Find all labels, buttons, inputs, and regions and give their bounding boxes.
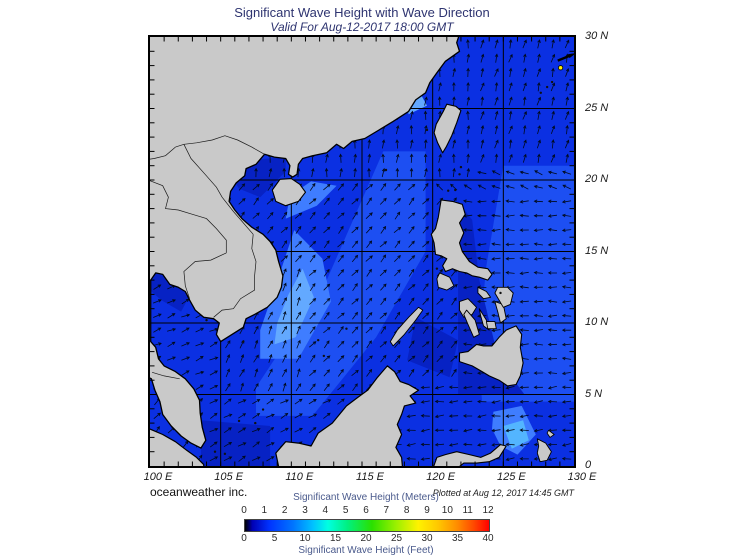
meters-tick-label: 8 bbox=[403, 505, 410, 516]
landmass-samar bbox=[494, 286, 514, 308]
x-tick-label: 105 E bbox=[214, 471, 244, 483]
landmass-palawan bbox=[389, 306, 424, 347]
y-tick-label: 20 N bbox=[585, 173, 609, 185]
y-tick-label: 25 N bbox=[585, 101, 609, 114]
meters-tick-label: 4 bbox=[322, 505, 329, 516]
feet-tick-label: 40 bbox=[482, 533, 494, 544]
landmass-panay bbox=[459, 298, 477, 318]
map-frame bbox=[148, 35, 576, 468]
landmass-mindanao bbox=[458, 325, 524, 387]
landmass-luzon bbox=[430, 199, 493, 281]
meters-tick-label: 6 bbox=[363, 505, 369, 516]
meters-tick-label: 9 bbox=[424, 505, 430, 516]
x-tick-label: 115 E bbox=[356, 471, 384, 483]
landmass-borneo bbox=[275, 365, 420, 466]
landmass-negros bbox=[463, 309, 480, 338]
feet-tick-label: 0 bbox=[241, 533, 247, 544]
plotted-at-timestamp: Plotted at Aug 12, 2017 14:45 GMT bbox=[432, 488, 574, 498]
map-canvas bbox=[150, 37, 574, 466]
landmass-morotai bbox=[546, 429, 555, 438]
landmass-bohol bbox=[485, 321, 497, 330]
meters-tick-label: 12 bbox=[482, 505, 494, 516]
page-title: Significant Wave Height with Wave Direct… bbox=[234, 5, 490, 20]
legend-title-meters: Significant Wave Height (Meters) bbox=[293, 492, 439, 503]
y-tick-label: 15 N bbox=[585, 244, 609, 257]
meters-tick-label: 7 bbox=[383, 505, 390, 516]
credit-oceanweather: oceanweather inc. bbox=[150, 485, 248, 499]
feet-tick-label: 25 bbox=[390, 533, 403, 544]
meters-tick-label: 3 bbox=[302, 505, 308, 516]
meters-tick-label: 11 bbox=[462, 505, 473, 516]
feet-tick-label: 5 bbox=[271, 533, 278, 544]
landmass-sumatra bbox=[150, 428, 205, 466]
x-tick-label: 120 E bbox=[426, 471, 456, 483]
meters-tick-label: 2 bbox=[281, 505, 288, 516]
x-tick-label: 130 E bbox=[567, 471, 597, 483]
feet-tick-label: 35 bbox=[451, 533, 464, 544]
legend-title-feet: Significant Wave Height (Feet) bbox=[298, 545, 434, 556]
y-tick-label: 30 N bbox=[585, 30, 609, 42]
y-tick-label: 0 bbox=[585, 459, 592, 471]
meters-tick-label: 1 bbox=[261, 505, 268, 516]
feet-tick-label: 15 bbox=[329, 533, 342, 544]
x-tick-label: 110 E bbox=[285, 471, 314, 483]
colorbar bbox=[244, 519, 490, 532]
meters-tick-label: 10 bbox=[441, 505, 453, 516]
landmass-masbate bbox=[477, 286, 492, 300]
storm-position-dot bbox=[557, 65, 564, 71]
x-tick-label: 100 E bbox=[143, 471, 173, 483]
feet-tick-label: 20 bbox=[360, 533, 372, 544]
meters-tick-label: 5 bbox=[342, 505, 349, 516]
landmass-taiwan bbox=[433, 103, 462, 154]
y-tick-label: 5 N bbox=[585, 387, 603, 400]
x-tick-label: 125 E bbox=[496, 471, 526, 483]
y-tick-label: 10 N bbox=[585, 316, 609, 328]
meters-tick-label: 0 bbox=[241, 505, 247, 516]
page-subtitle: Valid For Aug-12-2017 18:00 GMT bbox=[270, 20, 454, 34]
landmass-mainland-asia bbox=[150, 37, 461, 449]
landmass-sulawesi bbox=[433, 444, 507, 466]
landmass-mindoro bbox=[436, 272, 455, 291]
landmass-halmahera bbox=[536, 438, 552, 463]
landmass-hainan bbox=[271, 178, 307, 207]
feet-tick-label: 10 bbox=[299, 533, 311, 544]
feet-tick-label: 30 bbox=[421, 533, 433, 544]
